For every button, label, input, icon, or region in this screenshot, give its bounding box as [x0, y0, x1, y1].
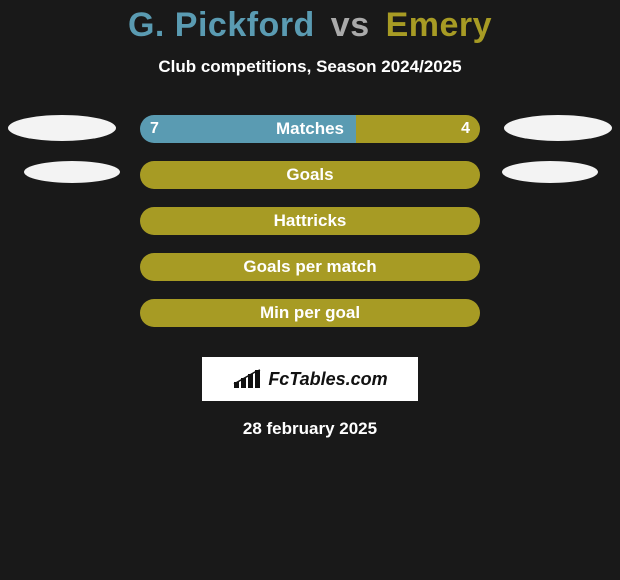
stat-row-goals-per-match: Goals per match: [0, 253, 620, 281]
comparison-infographic: G. Pickford vs Emery Club competitions, …: [0, 0, 620, 580]
bar-track: [140, 299, 480, 327]
page-title: G. Pickford vs Emery: [0, 0, 620, 45]
player1-avatar: [8, 115, 116, 141]
player1-avatar: [24, 161, 120, 183]
brand-text: FcTables.com: [268, 369, 387, 390]
player2-avatar: [504, 115, 612, 141]
title-vs: vs: [331, 6, 370, 44]
date-text: 28 february 2025: [0, 419, 620, 439]
bar-track: [140, 115, 480, 143]
stat-row-hattricks: Hattricks: [0, 207, 620, 235]
player2-avatar: [502, 161, 598, 183]
value-left: 7: [150, 115, 159, 143]
title-player1: G. Pickford: [128, 6, 315, 44]
value-right: 4: [461, 115, 470, 143]
bar-track: [140, 207, 480, 235]
stat-rows: 7 4 Matches Goals Hattricks: [0, 115, 620, 327]
bar-track: [140, 161, 480, 189]
subtitle: Club competitions, Season 2024/2025: [0, 57, 620, 77]
bar-left: [140, 115, 356, 143]
stat-row-matches: 7 4 Matches: [0, 115, 620, 143]
stat-row-goals: Goals: [0, 161, 620, 189]
brand-badge: FcTables.com: [202, 357, 418, 401]
bar-track: [140, 253, 480, 281]
title-player2: Emery: [386, 6, 492, 44]
bar-chart-icon: [232, 368, 262, 390]
stat-row-min-per-goal: Min per goal: [0, 299, 620, 327]
